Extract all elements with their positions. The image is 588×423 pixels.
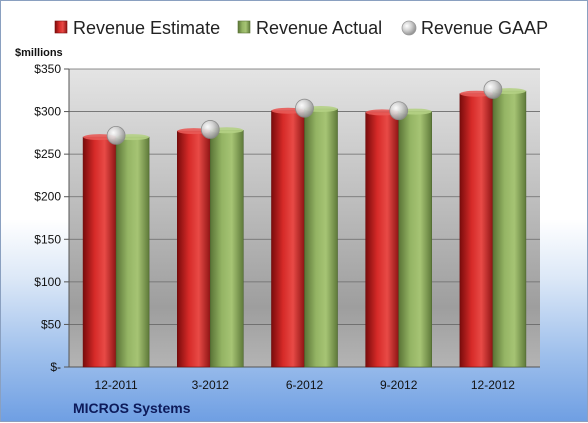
marker-revenue-gaap (200, 120, 220, 139)
x-tick-label: 12-2012 (471, 378, 515, 392)
bar-revenue-actual (492, 90, 527, 368)
bar-revenue-estimate (271, 110, 305, 368)
y-tick-label: $100 (34, 275, 61, 289)
bars (82, 88, 527, 368)
chart-title: MICROS Systems (73, 400, 191, 416)
legend-marker-revenue-gaap (401, 20, 417, 36)
y-tick-label: $- (50, 360, 61, 374)
marker-revenue-gaap (483, 80, 503, 99)
bar-revenue-actual (398, 111, 433, 368)
legend-label-revenue-gaap: Revenue GAAP (421, 18, 548, 38)
y-tick-label: $250 (34, 147, 61, 161)
bar-revenue-estimate (365, 112, 400, 368)
marker-revenue-gaap (389, 101, 409, 121)
bar-revenue-estimate (177, 130, 211, 368)
legend-item-revenue-gaap: Revenue GAAP (401, 18, 548, 38)
bar-revenue-actual (304, 108, 338, 368)
y-tick-label: $50 (41, 317, 61, 331)
legend-swatch-revenue-estimate (54, 20, 68, 34)
marker-revenue-gaap (106, 126, 126, 145)
y-axis-title: $millions (15, 47, 63, 59)
bar-revenue-actual (210, 130, 244, 368)
x-tick-label: 9-2012 (380, 378, 418, 392)
y-tick-label: $200 (34, 190, 61, 204)
y-tick-label: $350 (34, 62, 61, 76)
x-tick-label: 12-2011 (95, 378, 138, 392)
bar-revenue-estimate (82, 136, 117, 368)
bar-revenue-estimate (459, 93, 494, 368)
legend-swatch-revenue-actual (237, 20, 251, 34)
legend-item-revenue-estimate: Revenue Estimate (54, 18, 220, 38)
y-tick-label: $300 (34, 105, 61, 119)
x-tick-label: 6-2012 (286, 378, 324, 392)
legend-item-revenue-actual: Revenue Actual (237, 18, 382, 38)
gaap-markers (106, 80, 503, 145)
legend-label-revenue-estimate: Revenue Estimate (73, 18, 220, 38)
legend: Revenue Estimate Revenue Actual Revenue … (54, 18, 548, 38)
bar-revenue-actual (115, 136, 150, 368)
x-tick-label: 3-2012 (192, 378, 230, 392)
y-tick-label: $150 (34, 232, 61, 246)
y-axis-ticks: $- $50 $100 $150 $200 $250 $300 $350 (34, 62, 61, 374)
marker-revenue-gaap (295, 98, 314, 118)
legend-label-revenue-actual: Revenue Actual (256, 18, 382, 38)
x-axis-ticks: 12-2011 3-2012 6-2012 9-2012 12-2012 (95, 378, 516, 392)
